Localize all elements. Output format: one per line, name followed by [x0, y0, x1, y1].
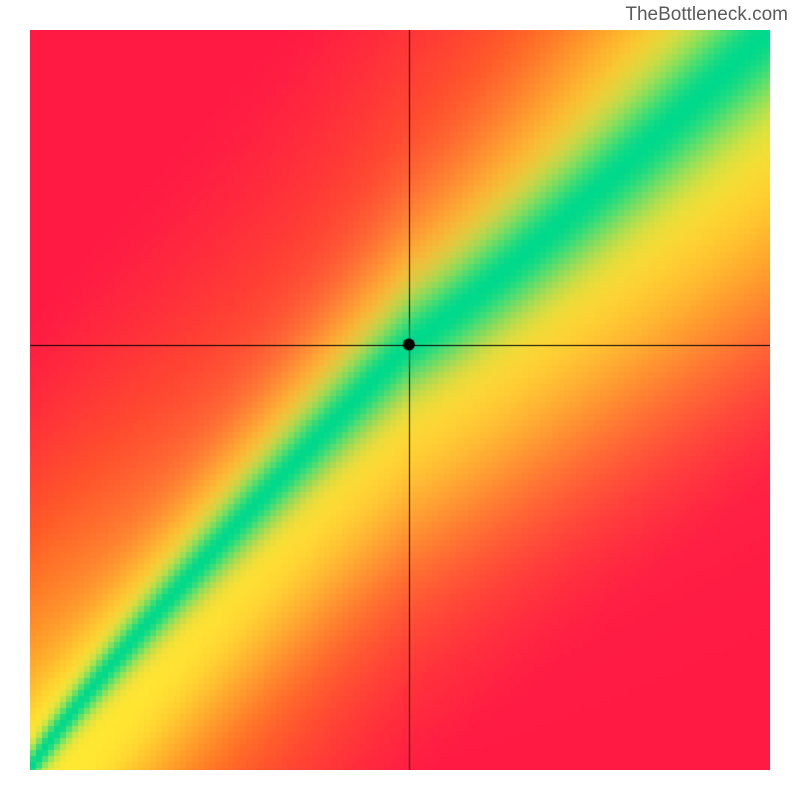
- plot-area: [30, 30, 770, 770]
- bottleneck-heatmap: [30, 30, 770, 770]
- bottleneck-chart-container: TheBottleneck.com: [0, 0, 800, 800]
- watermark-text: TheBottleneck.com: [625, 4, 788, 26]
